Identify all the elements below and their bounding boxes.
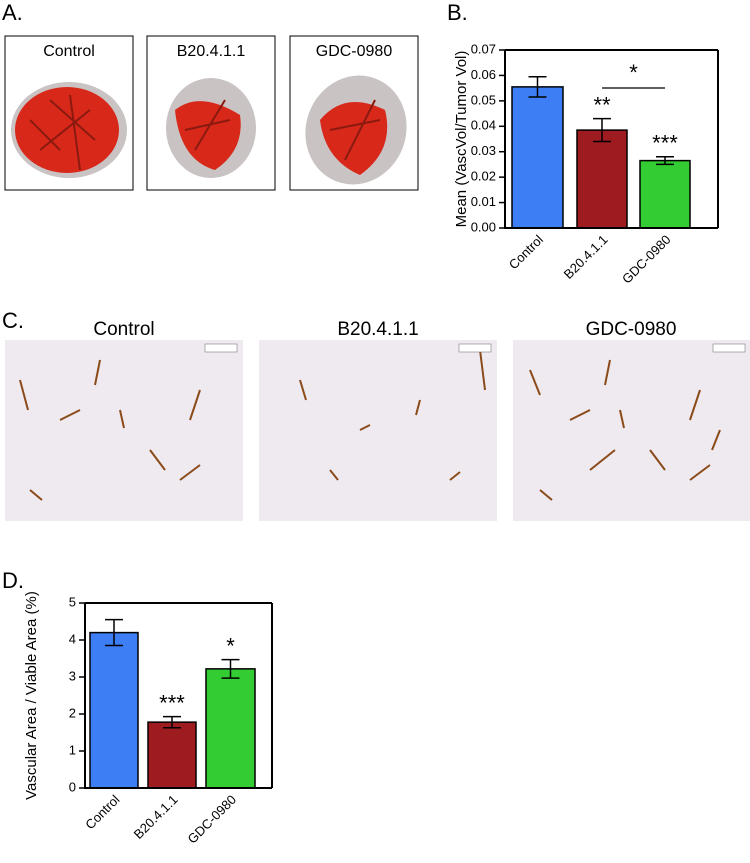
y-tick-label: 0.01 — [471, 194, 496, 209]
y-tick-label: 2 — [69, 705, 76, 720]
image-label: GDC-0980 — [586, 319, 677, 340]
y-tick-label: 0.06 — [471, 67, 496, 82]
significance: *** — [652, 131, 678, 156]
significance: * — [226, 633, 235, 658]
y-tick-label: 0 — [69, 779, 76, 794]
y-tick-label: 0.07 — [471, 41, 496, 56]
x-tick-label: B20.4.1.1 — [561, 232, 611, 282]
x-tick-label: B20.4.1.1 — [131, 792, 181, 842]
y-tick-label: 0.02 — [471, 169, 496, 184]
micrograph — [259, 340, 497, 521]
image-label: B20.4.1.1 — [177, 43, 246, 60]
panel-label: D. — [2, 568, 24, 593]
x-tick-label: Control — [506, 232, 546, 272]
x-tick-label: GDC-0980 — [619, 232, 674, 287]
tumor-image — [146, 35, 276, 191]
bar — [511, 86, 564, 229]
image-label: Control — [43, 43, 95, 60]
bar — [89, 631, 139, 789]
y-tick-label: 0.05 — [471, 92, 496, 107]
y-tick-label: 4 — [69, 631, 76, 646]
significance: ** — [593, 92, 611, 117]
bar — [576, 129, 628, 229]
y-tick-label: 5 — [69, 594, 76, 609]
panel-label: C. — [2, 308, 24, 333]
image-label: B20.4.1.1 — [337, 319, 418, 340]
x-tick-label: GDC-0980 — [185, 792, 240, 847]
micrograph — [5, 340, 243, 521]
x-tick-label: Control — [82, 792, 122, 832]
significance: * — [629, 60, 638, 85]
y-tick-label: 0.03 — [471, 143, 496, 158]
y-tick-label: 0.00 — [471, 219, 496, 234]
y-tick-label: 3 — [69, 668, 76, 683]
significance: *** — [159, 690, 185, 715]
bar — [639, 159, 691, 229]
micrograph — [513, 340, 750, 521]
bar — [205, 668, 256, 789]
tumor-image — [289, 35, 419, 191]
panel-label: B. — [447, 0, 468, 25]
panel-label: A. — [2, 0, 23, 25]
y-tick-label: 1 — [69, 742, 76, 757]
y-axis-label: Vascular Area / Viable Area (%) — [23, 591, 40, 800]
y-axis-label: Mean (VascVol/Tumor Vol) — [453, 51, 470, 228]
image-label: GDC-0980 — [316, 43, 393, 60]
image-label: Control — [93, 319, 154, 340]
bar — [147, 721, 197, 789]
tumor-image — [4, 35, 134, 191]
y-tick-label: 0.04 — [471, 118, 496, 133]
